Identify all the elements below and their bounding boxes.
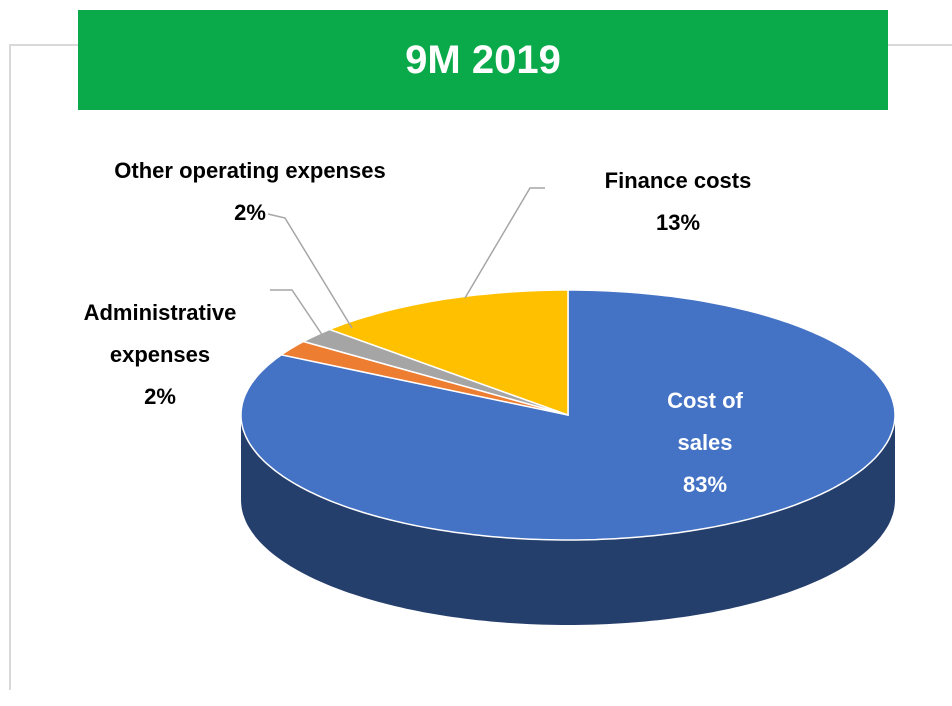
pie [240, 289, 896, 625]
label-value: 13% [655, 210, 701, 235]
frame [9, 44, 78, 690]
leader-line [267, 213, 353, 329]
pie-slice [301, 328, 569, 416]
pie-slice [279, 340, 569, 416]
pie-side [241, 415, 895, 625]
label-value: 2% [234, 200, 266, 225]
data-label: Finance costs 13% [568, 160, 788, 244]
chart-title: 9M 2019 [78, 10, 888, 110]
leader-line [464, 187, 545, 299]
leader-lines [267, 187, 545, 343]
label-name: Administrative expenses [83, 300, 237, 367]
data-label: Cost of sales 83% [640, 380, 770, 506]
label-value: 83% [682, 472, 728, 497]
label-name: Finance costs [604, 168, 752, 193]
label-name: Other operating expenses [114, 158, 386, 183]
label-name: Cost of sales [667, 388, 743, 455]
label-value: 2% [144, 384, 176, 409]
data-label: Administrative expenses 2% [40, 292, 280, 418]
data-label: Other operating expenses 2% [40, 150, 460, 234]
leader-line [270, 289, 328, 343]
pie-slice [327, 289, 569, 417]
